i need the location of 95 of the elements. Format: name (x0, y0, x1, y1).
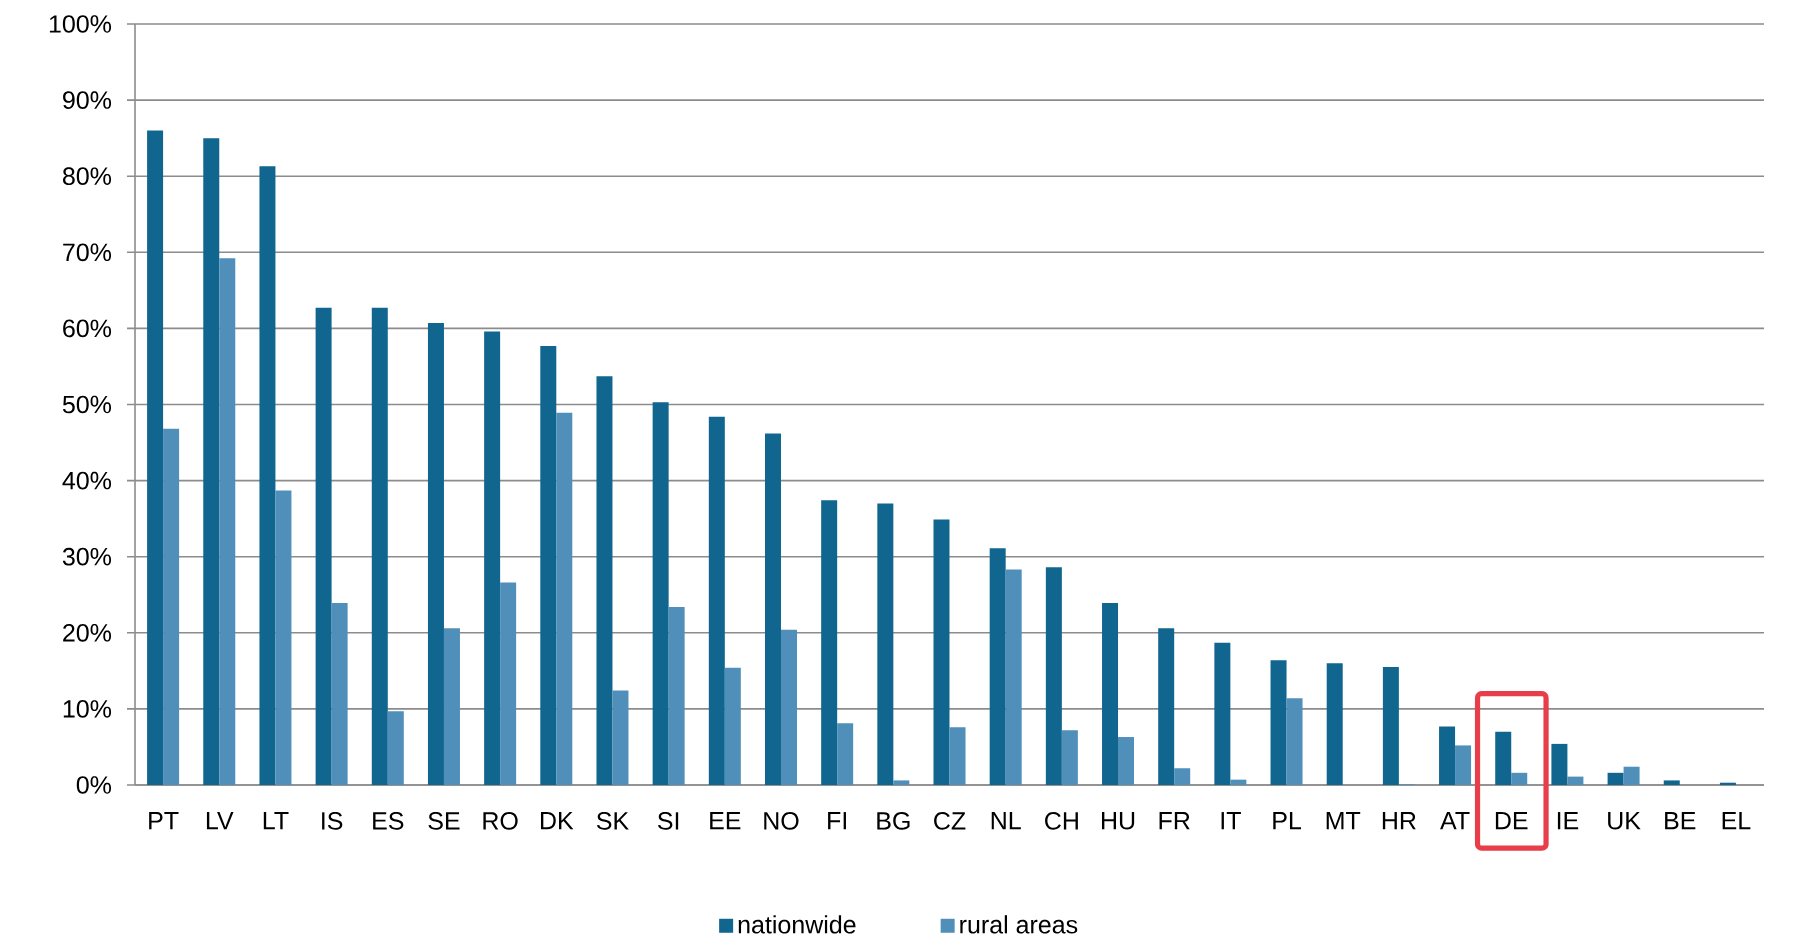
bar (1607, 772, 1624, 785)
bar (147, 130, 164, 785)
bar (275, 490, 292, 785)
bar (893, 780, 910, 785)
bar (556, 412, 573, 785)
x-tick-label: HR (1382, 812, 1416, 830)
bar (1005, 569, 1022, 785)
x-tick-label: SE (428, 812, 460, 830)
bar (708, 416, 725, 785)
bar (933, 519, 950, 785)
x-tick-label: IE (1557, 812, 1579, 830)
y-tick-label: 30% (62, 547, 112, 566)
bar (371, 307, 388, 785)
bar (387, 711, 404, 785)
x-tick-label: LV (206, 812, 234, 830)
x-tick-label: FR (1159, 812, 1190, 830)
bar (1158, 628, 1175, 785)
x-tick-label: IT (1221, 812, 1241, 830)
y-tick-label: 70% (63, 243, 112, 262)
bar (1286, 698, 1303, 785)
bar (652, 402, 669, 785)
bar (540, 345, 557, 785)
y-tick-label: 0% (76, 776, 112, 794)
bar (1061, 730, 1078, 785)
x-tick-label: SI (657, 812, 679, 830)
bar (259, 166, 276, 785)
legend-label: nationwide (738, 915, 856, 934)
bar (1551, 743, 1568, 785)
y-tick-label: 60% (63, 319, 112, 338)
y-tick-label: 10% (63, 700, 112, 718)
bar (1663, 780, 1680, 785)
y-tick-label: 40% (62, 471, 112, 490)
x-tick-label: BG (877, 812, 910, 830)
bar (484, 331, 501, 785)
x-tick-label: PL (1273, 812, 1302, 830)
bar (837, 723, 854, 785)
bar (443, 628, 460, 785)
bar (219, 258, 236, 785)
bar (427, 323, 444, 785)
x-tick-label: CH (1045, 812, 1078, 830)
x-tick-label: ES (373, 812, 404, 830)
bar (612, 690, 629, 785)
x-tick-label: EL (1722, 812, 1751, 830)
bar (1495, 731, 1512, 785)
y-tick-label: 100% (49, 15, 112, 33)
bar (1326, 663, 1343, 785)
x-tick-label: AT (1440, 812, 1470, 830)
bar (163, 428, 180, 785)
x-tick-label: RO (483, 812, 518, 830)
bar (949, 727, 966, 785)
x-tick-label: PT (149, 812, 179, 830)
x-tick-label: NL (991, 812, 1021, 830)
bar (724, 667, 741, 785)
x-tick-label: HU (1102, 812, 1135, 830)
y-tick-label: 20% (63, 623, 112, 642)
bar (989, 548, 1006, 785)
bar (1230, 779, 1247, 785)
bar (1270, 660, 1287, 785)
x-tick-label: NO (764, 812, 799, 830)
x-tick-label: CZ (934, 812, 966, 830)
bar (1623, 766, 1640, 785)
bar (1455, 745, 1472, 785)
bar (1045, 567, 1062, 785)
legend-label: rural areas (960, 915, 1078, 934)
x-tick-label: FI (828, 812, 846, 830)
bar (1567, 776, 1584, 785)
x-tick-label: UK (1608, 812, 1641, 830)
bar (596, 376, 613, 785)
bar (331, 603, 348, 785)
bar (764, 433, 781, 785)
x-tick-label: DK (540, 812, 574, 830)
y-tick-label: 90% (63, 91, 112, 109)
x-tick-label: DE (1495, 812, 1528, 830)
bar (1439, 726, 1456, 785)
x-tick-label: SK (596, 812, 629, 830)
bar (1118, 737, 1135, 785)
y-tick-label: 80% (63, 167, 112, 186)
bar (1174, 768, 1191, 785)
bar (315, 307, 332, 785)
y-tick-label: 50% (62, 395, 112, 414)
bar (1214, 642, 1231, 785)
bar (877, 503, 894, 785)
bar (821, 500, 838, 785)
bar (500, 582, 517, 785)
bar (1511, 772, 1528, 785)
x-tick-label: EE (710, 812, 741, 830)
x-tick-label: BE (1665, 812, 1696, 830)
x-tick-label: MT (1326, 812, 1361, 830)
bar (780, 629, 797, 785)
bar (1102, 603, 1119, 785)
bar (203, 138, 220, 785)
bar (668, 606, 685, 785)
bar (1382, 667, 1399, 785)
x-tick-label: IS (322, 812, 343, 830)
x-tick-label: LT (263, 812, 289, 830)
